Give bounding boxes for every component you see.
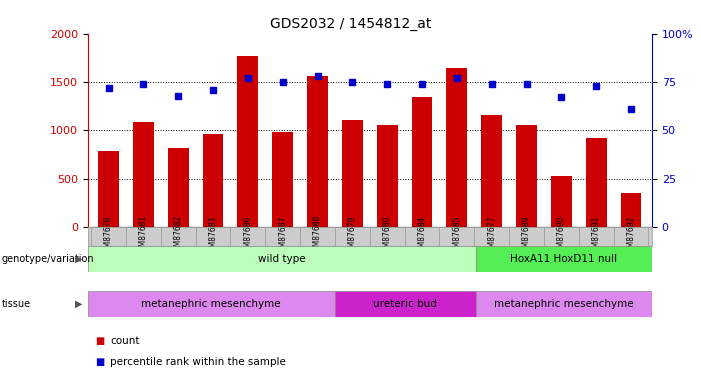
Text: GSM87691: GSM87691 bbox=[592, 215, 601, 256]
Text: GSM87692: GSM87692 bbox=[627, 215, 636, 256]
Text: ■: ■ bbox=[95, 357, 104, 367]
Text: GSM87688: GSM87688 bbox=[313, 215, 322, 256]
Text: ■: ■ bbox=[95, 336, 104, 346]
Text: count: count bbox=[110, 336, 139, 346]
Bar bbox=[161, 227, 196, 246]
Bar bbox=[126, 227, 161, 246]
Bar bbox=[334, 291, 475, 317]
Text: GSM87683: GSM87683 bbox=[208, 215, 217, 256]
Bar bbox=[579, 227, 613, 246]
Bar bbox=[203, 134, 224, 227]
Bar bbox=[551, 176, 572, 227]
Bar bbox=[272, 132, 293, 227]
Bar bbox=[88, 291, 334, 317]
Text: ▶: ▶ bbox=[75, 254, 83, 264]
Bar bbox=[544, 227, 579, 246]
Bar bbox=[411, 96, 433, 227]
Bar bbox=[342, 120, 363, 227]
Text: GSM87689: GSM87689 bbox=[522, 215, 531, 256]
Text: GSM87678: GSM87678 bbox=[104, 215, 113, 256]
Text: GSM87684: GSM87684 bbox=[418, 215, 426, 256]
Bar bbox=[196, 227, 231, 246]
Text: metanephric mesenchyme: metanephric mesenchyme bbox=[142, 299, 281, 309]
Text: GSM87677: GSM87677 bbox=[487, 215, 496, 256]
Text: ▶: ▶ bbox=[75, 299, 83, 309]
Bar bbox=[447, 68, 468, 227]
Bar bbox=[475, 291, 652, 317]
Bar bbox=[509, 227, 544, 246]
Bar bbox=[133, 122, 154, 227]
Text: genotype/variation: genotype/variation bbox=[1, 254, 94, 264]
Bar bbox=[238, 56, 258, 227]
Text: percentile rank within the sample: percentile rank within the sample bbox=[110, 357, 286, 367]
Bar bbox=[335, 227, 370, 246]
Text: GSM87685: GSM87685 bbox=[452, 215, 461, 256]
Text: tissue: tissue bbox=[1, 299, 31, 309]
Bar bbox=[307, 76, 328, 227]
Text: metanephric mesenchyme: metanephric mesenchyme bbox=[494, 299, 634, 309]
Text: GSM87682: GSM87682 bbox=[174, 215, 183, 256]
Bar bbox=[440, 227, 475, 246]
Bar bbox=[370, 227, 404, 246]
Bar bbox=[516, 126, 537, 227]
Bar bbox=[475, 246, 652, 272]
Bar bbox=[300, 227, 335, 246]
Text: GSM87690: GSM87690 bbox=[557, 215, 566, 256]
Bar bbox=[404, 227, 440, 246]
Text: GDS2032 / 1454812_at: GDS2032 / 1454812_at bbox=[270, 17, 431, 31]
Bar bbox=[88, 246, 475, 272]
Text: ureteric bud: ureteric bud bbox=[373, 299, 437, 309]
Bar bbox=[231, 227, 265, 246]
Text: HoxA11 HoxD11 null: HoxA11 HoxD11 null bbox=[510, 254, 618, 264]
Text: GSM87679: GSM87679 bbox=[348, 215, 357, 256]
Text: GSM87680: GSM87680 bbox=[383, 215, 392, 256]
Bar bbox=[620, 193, 641, 227]
Text: GSM87681: GSM87681 bbox=[139, 215, 148, 256]
Text: wild type: wild type bbox=[258, 254, 306, 264]
Bar bbox=[98, 151, 119, 227]
Bar bbox=[91, 227, 126, 246]
Text: GSM87687: GSM87687 bbox=[278, 215, 287, 256]
Text: GSM87686: GSM87686 bbox=[243, 215, 252, 256]
Bar bbox=[376, 124, 397, 227]
Bar bbox=[482, 115, 502, 227]
Bar bbox=[475, 227, 509, 246]
Bar bbox=[586, 138, 606, 227]
Bar bbox=[265, 227, 300, 246]
Bar bbox=[613, 227, 648, 246]
Bar bbox=[168, 148, 189, 227]
